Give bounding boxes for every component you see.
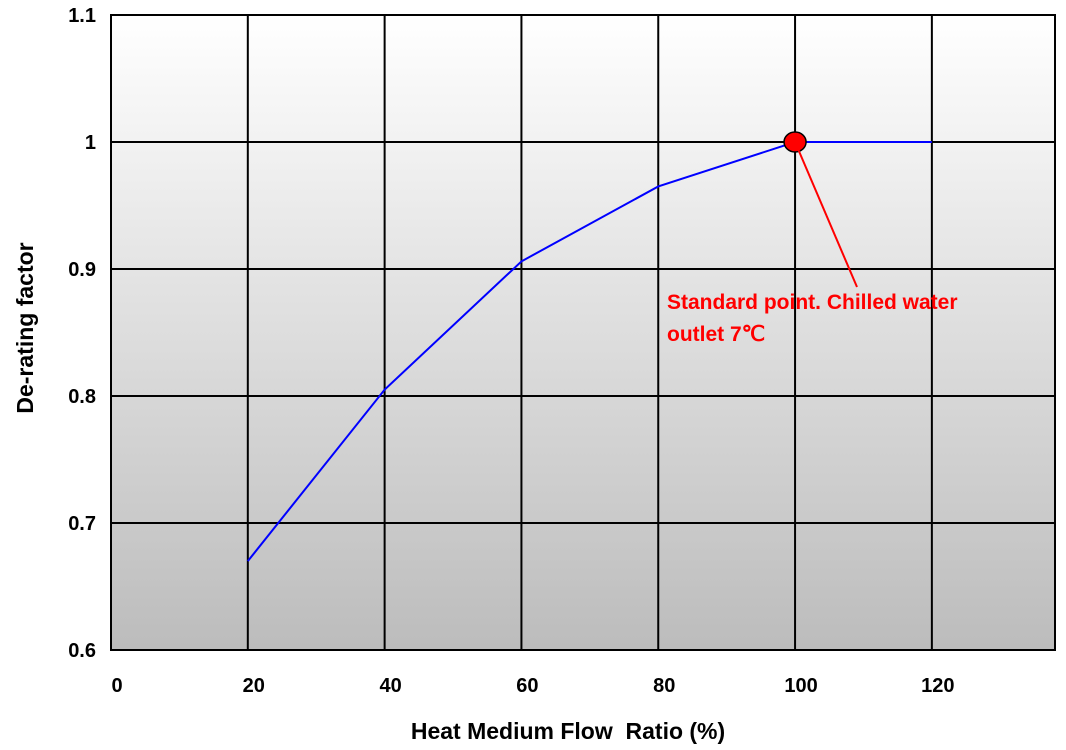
- y-tick-label: 1.1: [68, 5, 96, 27]
- y-tick-label: 0.9: [68, 259, 96, 281]
- series-line: [247, 141, 932, 562]
- y-tick-label: 0.6: [68, 640, 96, 662]
- plot-border: [110, 14, 1056, 651]
- plot-area: [111, 15, 1055, 650]
- x-tick-label: 100: [784, 675, 817, 697]
- x-tick-label: 80: [653, 675, 675, 697]
- x-tick-label: 0: [111, 675, 122, 697]
- annotation-text-line-2: outlet 7℃: [667, 323, 765, 346]
- tick-labels: 0 20 40 60 80 100 120 0.6 0.7 0.8 0.9 1 1.1: [68, 5, 954, 697]
- x-tick-label: 20: [243, 675, 265, 697]
- y-tick-label: 0.8: [68, 386, 96, 408]
- annotation: Standard point. Chilled water outlet 7℃: [667, 141, 958, 346]
- annotation-text-line-1: Standard point. Chilled water: [667, 291, 958, 314]
- x-axis-title: Heat Medium Flow Ratio (%): [411, 718, 725, 744]
- y-tick-label: 0.7: [68, 513, 96, 535]
- x-tick-label: 120: [921, 675, 954, 697]
- x-tick-label: 60: [516, 675, 538, 697]
- x-tick-label: 40: [379, 675, 401, 697]
- y-axis-title: De-rating factor: [12, 242, 38, 413]
- y-tick-label: 1: [85, 132, 96, 154]
- annotation-leader-line: [794, 141, 858, 288]
